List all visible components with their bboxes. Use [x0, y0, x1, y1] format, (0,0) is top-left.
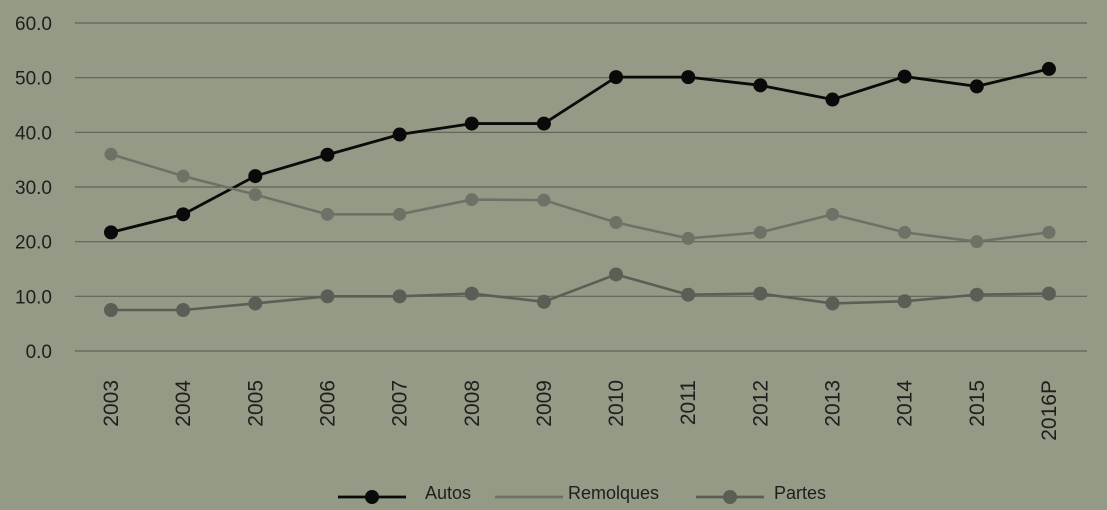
- data-point-remolques: [826, 207, 839, 221]
- x-tick-label: 2006: [316, 380, 339, 427]
- data-point-autos: [1041, 61, 1056, 76]
- data-point-autos: [681, 70, 696, 85]
- data-point-autos: [753, 78, 768, 93]
- data-point-autos: [104, 225, 118, 240]
- x-axis: 2003 2004 2005 2006 2007 2008 2009 2010 2011 2012…: [100, 380, 1061, 441]
- data-point-partes: [248, 296, 263, 311]
- data-point-partes: [104, 303, 118, 317]
- series-line-partes: [111, 273, 1049, 312]
- data-point-partes: [392, 289, 407, 304]
- data-point-remolques: [248, 188, 262, 202]
- data-point-autos: [248, 169, 263, 184]
- data-point-partes: [753, 286, 768, 301]
- data-point-remolques: [104, 147, 118, 161]
- y-tick-label: 40.0: [15, 123, 52, 144]
- data-point-autos: [392, 127, 407, 142]
- data-point-remolques: [681, 231, 695, 245]
- series-line-remolques: [110, 152, 1050, 243]
- x-tick-label: 2008: [461, 380, 484, 427]
- x-tick-label: 2003: [100, 380, 123, 427]
- y-axis: 0.0 10.0 20.0 30.0 40.0 50.0 60.0: [15, 14, 52, 363]
- data-point-remolques: [465, 193, 479, 207]
- data-point-partes: [176, 303, 191, 317]
- data-point-autos: [464, 116, 479, 131]
- x-tick-label: 2007: [389, 380, 412, 427]
- y-tick-label: 10.0: [15, 287, 52, 308]
- x-tick-label: 2012: [749, 380, 772, 427]
- y-tick-label: 0.0: [26, 342, 52, 363]
- data-point-partes: [464, 286, 479, 301]
- x-tick-label: 2016P: [1038, 380, 1061, 441]
- data-point-remolques: [537, 193, 551, 207]
- data-point-partes: [897, 294, 912, 309]
- data-point-remolques: [753, 225, 767, 239]
- x-tick-label: 2015: [966, 380, 989, 427]
- data-point-autos: [897, 69, 912, 84]
- data-point-autos: [320, 147, 335, 162]
- legend-marker-autos: [365, 490, 379, 504]
- x-tick-label: 2011: [677, 380, 700, 425]
- legend-label-remolques: Remolques: [568, 483, 659, 503]
- series-line-autos: [110, 67, 1050, 234]
- data-point-partes: [320, 289, 335, 304]
- y-tick-label: 20.0: [15, 233, 52, 254]
- data-point-remolques: [898, 225, 912, 239]
- data-point-autos: [825, 92, 840, 107]
- x-tick-label: 2014: [894, 380, 917, 427]
- data-point-remolques: [1042, 225, 1056, 239]
- x-tick-label: 2005: [244, 380, 267, 427]
- gridlines: [75, 22, 1087, 352]
- series-group: [104, 61, 1056, 317]
- data-point-remolques: [970, 235, 984, 249]
- data-point-autos: [609, 70, 624, 85]
- x-tick-label: 2009: [533, 380, 556, 427]
- data-point-remolques: [176, 169, 190, 183]
- data-point-partes: [609, 267, 624, 282]
- x-tick-label: 2004: [172, 380, 195, 427]
- data-point-autos: [536, 116, 551, 131]
- data-point-partes: [681, 287, 696, 302]
- data-point-partes: [1041, 286, 1056, 301]
- y-tick-label: 60.0: [15, 14, 52, 35]
- y-tick-label: 30.0: [15, 178, 52, 199]
- legend-label-autos: Autos: [425, 483, 471, 503]
- data-point-partes: [969, 287, 984, 302]
- data-point-autos: [176, 207, 191, 222]
- legend-marker-partes: [723, 490, 737, 504]
- legend: Autos Remolques Partes: [338, 483, 826, 504]
- data-point-partes: [536, 294, 551, 309]
- data-point-remolques: [320, 207, 334, 221]
- legend-label-partes: Partes: [774, 483, 826, 503]
- data-point-remolques: [609, 216, 623, 230]
- data-point-autos: [969, 79, 984, 94]
- y-tick-label: 50.0: [15, 69, 52, 90]
- x-tick-label: 2013: [822, 380, 845, 427]
- data-point-remolques: [393, 207, 407, 221]
- data-point-partes: [825, 296, 840, 311]
- x-tick-label: 2010: [605, 380, 628, 427]
